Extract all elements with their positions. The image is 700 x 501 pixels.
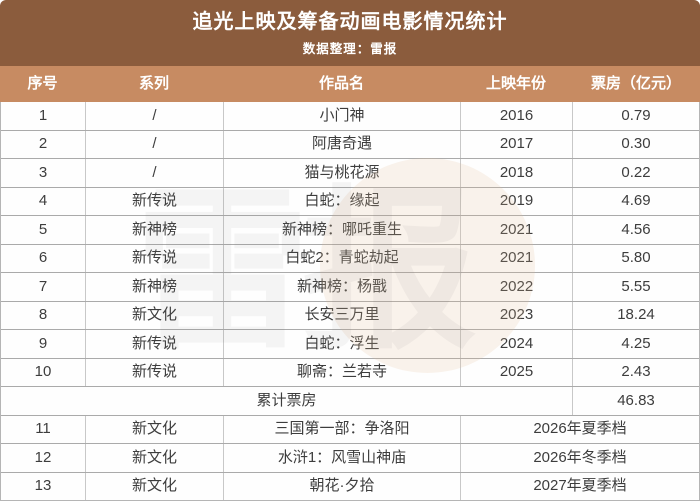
cell-work-title: 白蛇2：青蛇劫起 <box>224 244 461 272</box>
cell-series: 新传说 <box>86 330 224 358</box>
table-row: 3/猫与桃花源 2018 0.22 <box>1 158 699 187</box>
cell-series: 新文化 <box>86 301 224 329</box>
table-row: 10 新传说 聊斋：兰若寺 2025 2.43 <box>1 357 699 386</box>
cell-year: 2024 <box>461 330 573 358</box>
cell-box-office: 0.22 <box>621 163 651 181</box>
cell-year: 2018 <box>461 159 573 187</box>
cell-box-office: 4.56 <box>621 220 651 238</box>
cell-year: 2016 <box>461 102 573 130</box>
cell-series: / <box>86 102 224 130</box>
cell-box-office: 0.79 <box>621 106 651 124</box>
cell-box-office: 5.80 <box>621 249 651 266</box>
cell-series: / <box>86 130 224 158</box>
cell-no: 7 <box>1 273 86 301</box>
cell-year: 2022 <box>461 273 573 301</box>
table-row: 9 新传说 白蛇：浮生 2024 4.25 <box>1 329 699 358</box>
cell-no: 12 <box>1 444 86 472</box>
table-row: 8 新文化 长安三万里 2023 18.24 <box>1 300 699 329</box>
cell-no: 6 <box>1 244 86 272</box>
cell-no: 10 <box>1 358 86 386</box>
cell-work-title: 水浒1：风雪山神庙 <box>224 444 461 472</box>
cell-year: 2023 <box>461 301 573 329</box>
cell-work-title: 小门神 <box>224 102 461 130</box>
table-row: 4 新传说 白蛇：缘起 2019 4.69 <box>1 186 699 215</box>
table-row-upcoming: 11 新文化 三国第一部：争洛阳 2026年夏季档 <box>1 414 699 443</box>
column-header-work: 作品名 <box>318 74 364 92</box>
column-header-box-office: 票房（亿元） <box>590 74 681 92</box>
cell-box-office: 0.30 <box>621 135 651 152</box>
page-title: 追光上映及筹备动画电影情况统计 <box>192 10 508 33</box>
cell-box-office: 2.43 <box>621 363 651 380</box>
table-row: 7 新神榜 新神榜：杨戬 2022 5.55 <box>1 272 699 301</box>
cell-work-title: 新神榜：杨戬 <box>224 273 461 301</box>
cell-year: 2017 <box>461 130 573 158</box>
total-value-cell: 46.83 <box>617 391 655 409</box>
cell-work-title: 新神榜：哪吒重生 <box>224 216 461 244</box>
table-body: 1/小门神 2016 0.79 2/阿唐奇遇 2017 0.30 3/猫与桃花源 2018 0.… <box>0 102 700 501</box>
cell-work-title: 朝花·夕拾 <box>224 472 461 500</box>
cell-year: 2021 <box>461 244 573 272</box>
cell-release-schedule: 2027年夏季档 <box>533 477 627 494</box>
table-header-row: 序号 系列 作品名 上映年份 票房（亿元） <box>0 66 700 102</box>
cell-series: 新神榜 <box>86 216 224 244</box>
total-row: 累计票房 46.83 <box>1 386 699 415</box>
cell-no: 8 <box>1 301 86 329</box>
table-row: 2/阿唐奇遇 2017 0.30 <box>1 129 699 158</box>
cell-no: 2 <box>1 130 86 158</box>
cell-series: 新神榜 <box>86 273 224 301</box>
cell-work-title: 长安三万里 <box>224 301 461 329</box>
cell-no: 3 <box>1 159 86 187</box>
cell-no: 4 <box>1 187 86 215</box>
cell-work-title: 聊斋：兰若寺 <box>224 358 461 386</box>
cell-box-office: 18.24 <box>617 306 655 323</box>
column-header-no: 序号 <box>27 74 58 92</box>
column-header-year: 上映年份 <box>485 74 546 92</box>
cell-series: 新传说 <box>86 187 224 215</box>
cell-work-title: 阿唐奇遇 <box>224 130 461 158</box>
cell-no: 1 <box>1 102 86 130</box>
cell-work-title: 三国第一部：争洛阳 <box>224 415 461 443</box>
total-label-cell: 累计票房 <box>1 387 573 415</box>
cell-work-title: 猫与桃花源 <box>224 159 461 187</box>
cell-series: 新传说 <box>86 358 224 386</box>
cell-series: 新文化 <box>86 472 224 500</box>
cell-box-office: 4.69 <box>621 192 651 209</box>
cell-work-title: 白蛇：浮生 <box>224 330 461 358</box>
column-header-series: 系列 <box>138 74 169 92</box>
cell-no: 11 <box>1 415 86 443</box>
cell-year: 2019 <box>461 187 573 215</box>
cell-year: 2025 <box>461 358 573 386</box>
cell-box-office: 4.25 <box>621 334 651 352</box>
cell-series: 新文化 <box>86 444 224 472</box>
cell-work-title: 白蛇：缘起 <box>224 187 461 215</box>
cell-no: 5 <box>1 216 86 244</box>
cell-year: 2021 <box>461 216 573 244</box>
table-row: 1/小门神 2016 0.79 <box>1 102 699 130</box>
table-row: 6 新传说 白蛇2：青蛇劫起 2021 5.80 <box>1 243 699 272</box>
cell-no: 13 <box>1 472 86 500</box>
title-bar: 追光上映及筹备动画电影情况统计 数据整理：雷报 <box>0 0 700 66</box>
cell-release-schedule: 2026年夏季档 <box>533 420 627 437</box>
cell-series: / <box>86 159 224 187</box>
table-row-upcoming: 13 新文化 朝花·夕拾 2027年夏季档 <box>1 471 699 500</box>
cell-series: 新文化 <box>86 415 224 443</box>
cell-box-office: 5.55 <box>621 277 651 295</box>
page-subtitle: 数据整理：雷报 <box>302 41 398 56</box>
cell-release-schedule: 2026年冬季档 <box>533 448 627 466</box>
cell-no: 9 <box>1 330 86 358</box>
table-row: 5 新神榜 新神榜：哪吒重生 2021 4.56 <box>1 215 699 244</box>
table-row-upcoming: 12 新文化 水浒1：风雪山神庙 2026年冬季档 <box>1 443 699 472</box>
cell-series: 新传说 <box>86 244 224 272</box>
